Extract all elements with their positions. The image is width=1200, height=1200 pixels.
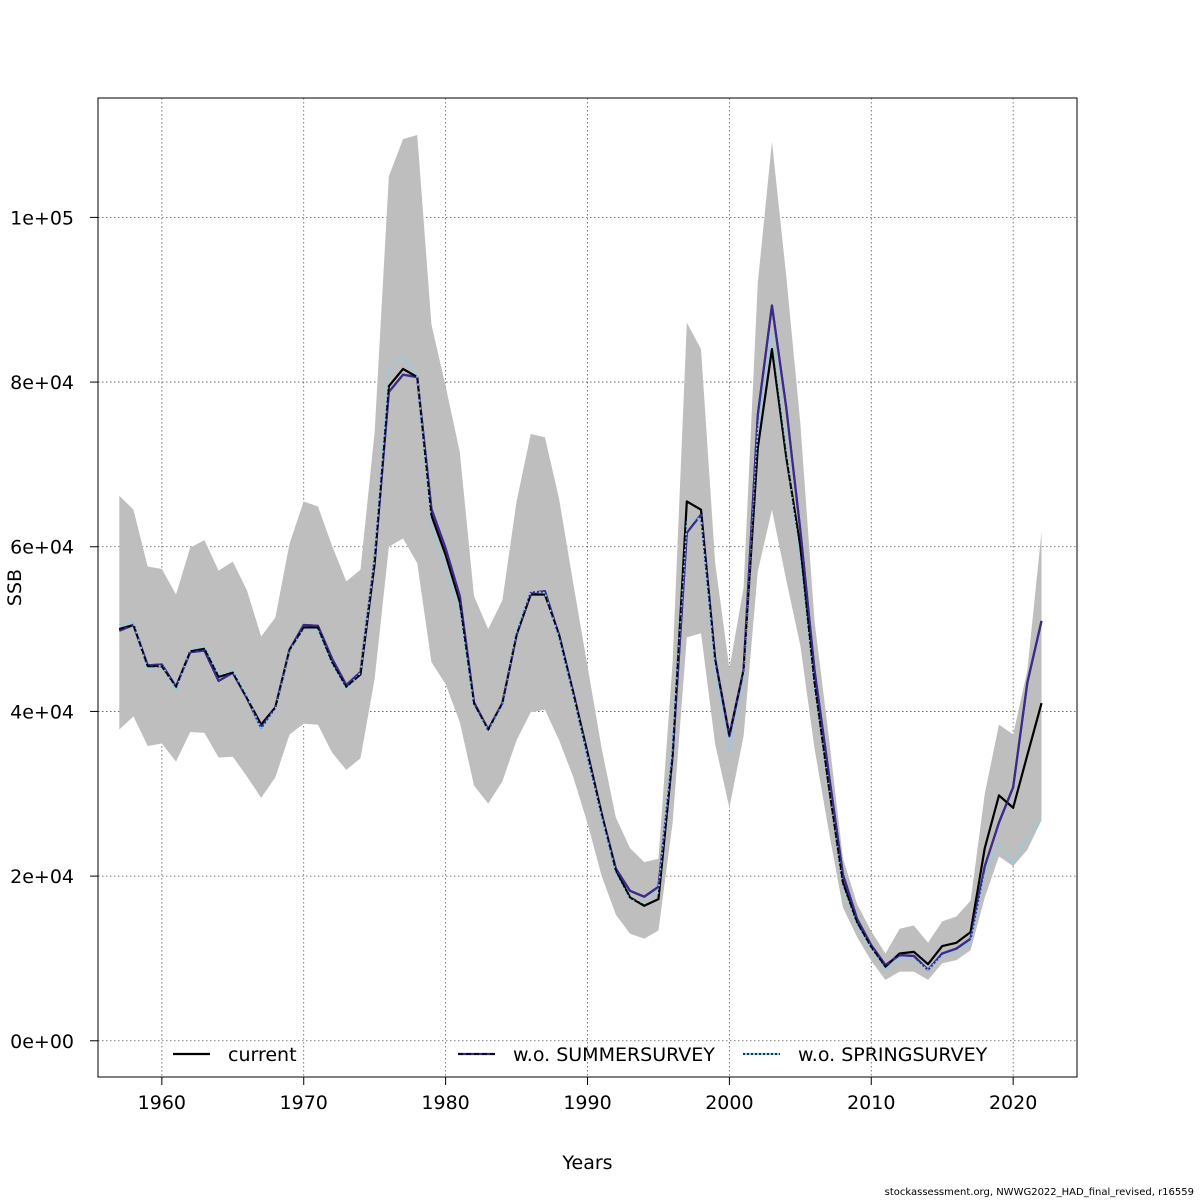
x-tick-label: 2020 <box>989 1092 1037 1114</box>
legend: current w.o. SUMMERSURVEY w.o. SPRINGSURVE… <box>173 1044 988 1066</box>
legend-label: w.o. SUMMERSURVEY <box>513 1044 715 1066</box>
x-tick-label: 1960 <box>138 1092 186 1114</box>
legend-label: w.o. SPRINGSURVEY <box>798 1044 988 1066</box>
y-tick-label: 2e+04 <box>10 866 74 888</box>
footer-credit: stockassessment.org, NWWG2022_HAD_final_… <box>884 1187 1194 1198</box>
series-line-2 <box>119 331 1043 971</box>
series-lines <box>118 304 1043 972</box>
y-tick-label: 8e+04 <box>10 372 74 394</box>
x-tick-label: 1970 <box>280 1092 328 1114</box>
x-tick-label: 2000 <box>705 1092 753 1114</box>
x-tick-label: 2010 <box>847 1092 895 1114</box>
x-axis-title: Years <box>561 1152 612 1174</box>
y-axis: 0e+00 2e+04 4e+04 6e+04 8e+04 1e+05 <box>10 207 98 1053</box>
series-line-current-overlay <box>119 349 1043 968</box>
y-tick-label: 0e+00 <box>10 1031 74 1053</box>
y-tick-label: 4e+04 <box>10 701 74 723</box>
confidence-band <box>119 135 1042 980</box>
x-tick-label: 1980 <box>421 1092 469 1114</box>
x-tick-label: 1990 <box>563 1092 611 1114</box>
legend-label: current <box>228 1044 297 1066</box>
y-axis-title: SSB <box>4 569 26 606</box>
x-axis: 1960 1970 1980 1990 2000 2010 2020 <box>138 1076 1037 1114</box>
y-tick-label: 1e+05 <box>10 207 74 229</box>
y-tick-label: 6e+04 <box>10 537 74 559</box>
